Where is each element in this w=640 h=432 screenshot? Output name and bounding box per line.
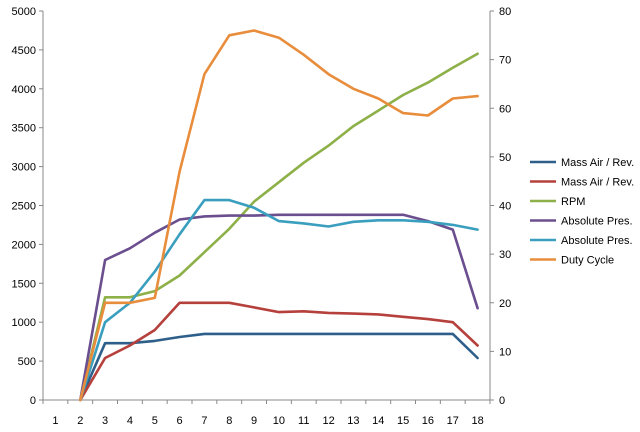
x-tick-label: 13 [347,415,359,427]
y-left-tick-label: 2000 [12,239,36,251]
y-left-tick-label: 3000 [12,162,36,174]
y-right-tick-label: 40 [499,201,511,213]
y-left-tick-label: 1000 [12,317,36,329]
x-tick-label: 3 [102,415,108,427]
x-tick-label: 7 [201,415,207,427]
y-left-tick-label: 1500 [12,278,36,290]
x-tick-label: 17 [447,415,459,427]
series-line-5 [79,198,479,402]
x-tick-label: 9 [251,415,257,427]
x-tick-label: 8 [226,415,232,427]
x-tick-label: 15 [397,415,409,427]
y-right-tick-label: 0 [499,395,505,407]
x-tick-label: 1 [52,415,58,427]
legend-label: Absolute Pres. [561,216,633,228]
y-right-tick-label: 70 [499,55,511,67]
x-tick-label: 6 [177,415,183,427]
series-line-3 [79,52,479,402]
legend-label: Mass Air / Rev. [561,177,634,189]
y-right-tick-label: 50 [499,152,511,164]
x-tick-label: 11 [298,415,309,427]
y-left-tick-label: 500 [18,356,36,368]
legend-label: Absolute Pres. [561,235,633,247]
x-tick-label: 5 [152,415,158,427]
x-tick-label: 12 [322,415,334,427]
legend-label: RPM [561,196,585,208]
x-tick-label: 4 [127,415,133,427]
y-left-tick-label: 2500 [12,201,36,213]
series-line-1 [79,332,479,402]
y-right-tick-label: 30 [499,249,511,261]
series-line-4 [79,213,479,402]
series-line-6 [79,29,479,402]
chart-series-lines [79,29,479,402]
y-right-tick-label: 80 [499,6,511,18]
y-left-tick-label: 5000 [12,6,36,18]
y-left-tick-label: 3500 [12,123,36,135]
y-left-tick-label: 0 [30,395,36,407]
series-line-2 [79,301,479,402]
x-tick-label: 10 [273,415,285,427]
x-tick-label: 14 [372,415,384,427]
y-left-tick-label: 4500 [12,45,36,57]
y-left-tick-label: 4000 [12,84,36,96]
x-tick-label: 16 [422,415,434,427]
y-right-tick-label: 10 [499,346,511,358]
legend-label: Mass Air / Rev. [561,157,634,169]
x-tick-label: 2 [77,415,83,427]
legend-label: Duty Cycle [561,255,614,267]
y-right-tick-label: 20 [499,298,511,310]
chart-axes: 0500100015002000250030003500400045005000… [12,6,512,427]
chart-legend: Mass Air / Rev. Mass Air / Rev. RPM Absolut… [530,157,634,267]
x-tick-label: 18 [471,415,483,427]
y-right-tick-label: 60 [499,103,511,115]
